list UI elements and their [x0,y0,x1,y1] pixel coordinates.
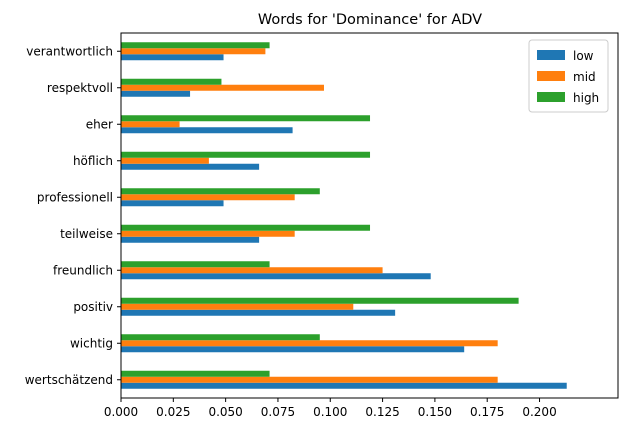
x-tick-label: 0.125 [365,405,399,419]
bar-high [121,151,371,158]
legend-swatch-high [537,92,565,102]
y-tick-label: eher [86,117,113,131]
x-tick-label: 0.075 [261,405,295,419]
bar-mid [121,230,295,237]
legend-swatch-mid [537,71,565,81]
chart-title: Words for 'Dominance' for ADV [258,12,482,28]
bar-low [121,382,567,389]
legend-label-high: high [573,91,599,105]
bar-mid [121,84,324,91]
legend: low mid high [528,39,609,113]
bar-high [121,115,371,122]
bar-low [121,163,260,170]
bar-high [121,334,320,341]
y-tick-label: wertschätzend [25,373,113,387]
x-axis: 0.000 0.025 0.050 0.075 0.100 0.125 0.150 0.175… [104,398,557,419]
bar-high [121,261,270,268]
bar-low [121,346,465,353]
x-tick-label: 0.050 [208,405,242,419]
y-tick-label: verantwortlich [26,44,113,58]
bar-low [121,236,260,243]
bar-mid [121,48,266,55]
y-tick-label: freundlich [53,263,113,277]
y-tick-label: respektvoll [47,81,113,95]
bar-mid [121,121,180,128]
x-tick-label: 0.175 [470,405,504,419]
legend-label-mid: mid [573,70,596,84]
x-tick-label: 0.000 [104,405,138,419]
y-tick-label: professionell [37,190,113,204]
x-tick-label: 0.025 [156,405,190,419]
y-tick-label: teilweise [60,227,113,241]
bar-mid [121,303,354,310]
x-tick-label: 0.100 [313,405,347,419]
legend-label-low: low [573,49,594,63]
bar-low [121,309,396,316]
plot-frame [120,32,619,399]
bars-group [121,42,567,389]
bar-mid [121,340,498,347]
bar-mid [121,267,383,274]
x-tick-label: 0.200 [522,405,556,419]
legend-swatch-low [537,50,565,60]
y-axis: wertschätzend wichtig positiv freundlich tei… [25,44,121,387]
bar-low [121,273,431,280]
bar-low [121,127,293,134]
bar-high [121,42,270,49]
bar-high [121,188,320,195]
bar-mid [121,376,498,383]
bar-low [121,90,191,97]
bar-high [121,297,519,304]
bar-high [121,370,270,377]
bar-mid [121,194,295,201]
bar-high [121,78,222,85]
bar-mid [121,157,209,164]
bar-low [121,200,224,207]
bar-high [121,224,371,231]
bar-low [121,54,224,61]
x-tick-label: 0.150 [418,405,452,419]
y-tick-label: wichtig [70,336,113,350]
y-tick-label: höflich [73,154,113,168]
y-tick-label: positiv [73,300,113,314]
